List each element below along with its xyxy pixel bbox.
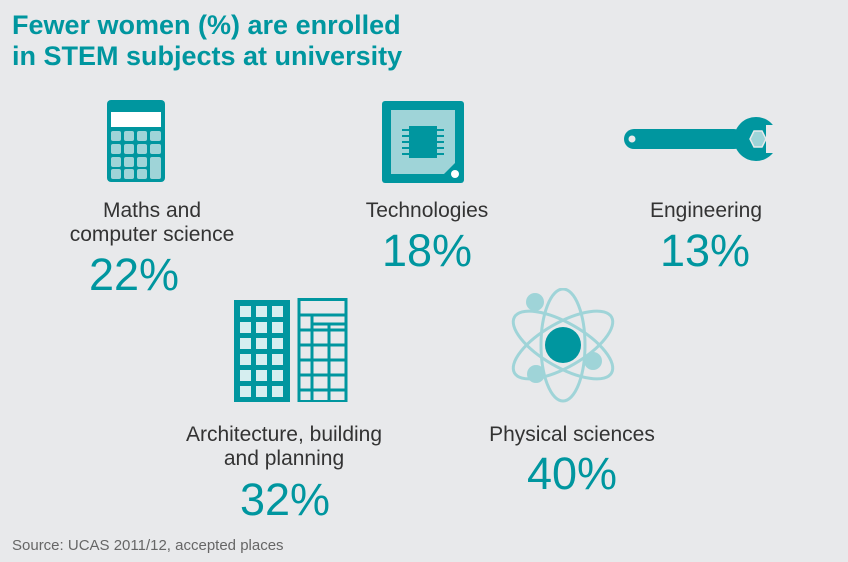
title-line-2: in STEM subjects at university <box>12 41 403 71</box>
physical-sciences-label: Physical sciences <box>489 423 655 446</box>
calculator-icon <box>107 100 165 182</box>
atom-icon <box>511 288 615 403</box>
source-note: Source: UCAS 2011/12, accepted places <box>12 537 284 554</box>
technologies-label: Technologies <box>365 199 489 222</box>
architecture-label: Architecture, building and planning <box>185 423 383 470</box>
title-line-1: Fewer women (%) are enrolled <box>12 10 401 40</box>
maths-label: Maths and computer science <box>69 199 235 246</box>
engineering-label: Engineering <box>649 199 763 222</box>
physical-sciences-value: 40% <box>526 448 618 499</box>
maths-value: 22% <box>88 249 180 300</box>
page-title: Fewer women (%) are enrolled in STEM sub… <box>12 10 402 72</box>
buildings-icon <box>234 298 348 402</box>
wrench-icon <box>624 117 778 161</box>
technologies-value: 18% <box>381 225 473 276</box>
microchip-icon <box>382 101 464 183</box>
engineering-value: 13% <box>659 225 751 276</box>
architecture-value: 32% <box>239 474 331 525</box>
